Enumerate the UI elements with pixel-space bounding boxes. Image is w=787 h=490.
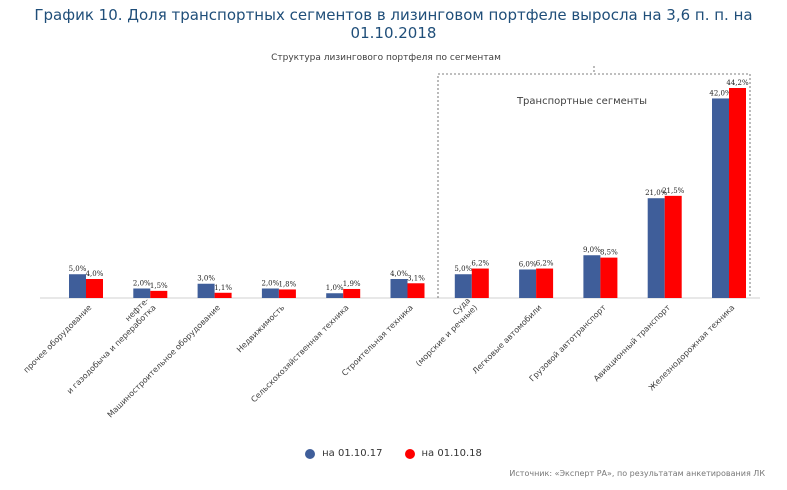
category-label-line: Недвижимость	[235, 303, 286, 354]
bar-2018	[343, 288, 361, 298]
bar-2017	[326, 293, 344, 298]
data-label-2018: 1,8%	[279, 280, 297, 288]
data-label-2018: 6,2%	[471, 260, 489, 268]
data-label-2017: 5,0%	[69, 265, 87, 273]
legend-swatch-2017	[305, 448, 316, 459]
data-label-2018: 44,2%	[726, 79, 749, 87]
transport-region-label: Транспортные сегменты	[516, 96, 647, 107]
category-labels-group: прочее оборудование нефте-и газодобыча и …	[22, 296, 737, 420]
bar-2018	[214, 292, 232, 298]
page-title: График 10. Доля транспортных сегментов в…	[34, 6, 753, 42]
data-label-2018: 3,1%	[407, 274, 425, 282]
category-label-line: (морские и речные)	[414, 303, 479, 368]
bars-group: 5,0%4,0%2,0% 1,5%3,0%1,1%2,0% 1,8% 1,0%1,9%…	[69, 79, 749, 299]
bar-2017	[390, 278, 408, 298]
data-label-2018: 6,2%	[536, 260, 554, 268]
bar-2018	[536, 268, 554, 298]
legend-label-2018: на 01.10.18	[421, 448, 482, 459]
region-border	[437, 73, 751, 298]
category-label: Строительная техника	[340, 303, 415, 378]
bar-2018	[150, 290, 168, 298]
category-label-line: Строительная техника	[340, 303, 415, 378]
data-label-2017: 5,0%	[454, 265, 472, 273]
data-label-2017: 1,0%	[326, 284, 344, 292]
bar-2018	[471, 268, 489, 298]
bar-2017	[261, 288, 279, 298]
bar-2018	[729, 88, 746, 298]
bar-2018	[278, 289, 296, 298]
data-label-2018: 1,1%	[214, 284, 232, 292]
chart-subtitle: Структура лизингового портфеля по сегмен…	[271, 53, 501, 63]
category-label-line: Грузовой автотранспорт	[528, 303, 608, 383]
data-label-2018: 4,0%	[86, 270, 104, 278]
data-label-2017: 2,0%	[262, 279, 280, 287]
transport-region-box	[437, 66, 751, 298]
data-label-2017: 3,0%	[197, 275, 215, 283]
data-label-2017: 9,0%	[583, 246, 601, 254]
bar-2017	[712, 98, 729, 299]
bar-2017	[647, 198, 665, 298]
category-label: Авиационный транспорт	[592, 303, 672, 383]
legend-label-2017: на 01.10.17	[322, 448, 383, 459]
category-label: Машиностроительное оборудование	[106, 303, 222, 419]
category-label: Грузовой автотранспорт	[528, 303, 608, 383]
bar-2017	[519, 269, 537, 298]
bar-2017	[133, 288, 151, 298]
category-label: Недвижимость	[235, 303, 286, 354]
data-label-2018: 1,9%	[343, 280, 361, 288]
legend: на 01.10.17 на 01.10.18	[0, 448, 787, 459]
category-label: прочее оборудование	[22, 303, 94, 375]
legend-item-2018: на 01.10.18	[404, 448, 482, 459]
data-label-2017: 4,0%	[390, 270, 408, 278]
data-label-2017: 2,0%	[133, 279, 151, 287]
data-label-2018: 8,5%	[600, 249, 618, 257]
data-label-2017: 6,0%	[519, 260, 537, 268]
bar-2017	[69, 274, 86, 298]
bar-2017	[197, 283, 215, 298]
source-note: Источник: «Эксперт РА», по результатам а…	[509, 469, 765, 478]
bar-2018	[407, 283, 425, 298]
bar-2018	[600, 257, 618, 298]
category-label-line: Машиностроительное оборудование	[106, 303, 222, 419]
bar-2017	[583, 255, 601, 298]
category-label-line: прочее оборудование	[22, 303, 94, 375]
bar-2018	[86, 278, 103, 298]
category-label-line: Авиационный транспорт	[592, 303, 672, 383]
category-label-line: Легковые автомобили	[471, 303, 544, 376]
bar-2018	[664, 195, 682, 298]
category-label: Легковые автомобили	[471, 303, 544, 376]
bar-2017	[454, 274, 472, 298]
category-label: Суда(морские и речные)	[414, 296, 479, 368]
legend-swatch-2018	[404, 448, 415, 459]
data-label-2018: 1,5%	[150, 282, 168, 290]
data-label-2017: 21,0%	[645, 189, 668, 197]
data-label-2017: 42,0%	[709, 89, 732, 97]
data-label-2018: 21,5%	[662, 187, 685, 195]
segment-bar-chart: Структура лизингового портфеля по сегмен…	[22, 53, 760, 420]
legend-item-2017: на 01.10.17	[305, 448, 383, 459]
